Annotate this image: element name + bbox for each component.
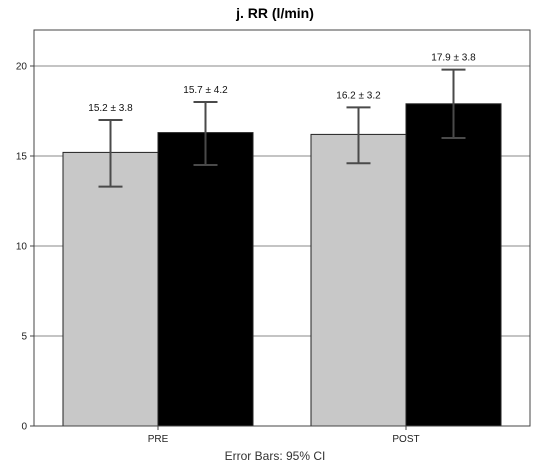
bar [405,103,502,427]
data-label: 17.9 ± 3.8 [431,53,476,64]
x-tick-label: PRE [148,434,169,445]
bar [62,151,159,427]
data-label: 15.7 ± 4.2 [183,85,228,96]
plot-frame [33,29,531,427]
data-label: 16.2 ± 3.2 [336,90,381,101]
y-tick-label: 15 [16,152,28,163]
y-tick-label: 10 [16,242,28,253]
chart-title: j. RR (l/min) [236,5,314,21]
x-tick-label: POST [392,434,419,445]
data-label: 15.2 ± 3.8 [88,103,133,114]
bar [157,132,254,427]
error-bars-footnote: Error Bars: 95% CI [224,449,326,463]
y-tick-label: 0 [21,422,27,433]
y-tick-label: 20 [16,62,28,73]
bar [310,133,407,427]
y-tick-label: 5 [21,332,27,343]
